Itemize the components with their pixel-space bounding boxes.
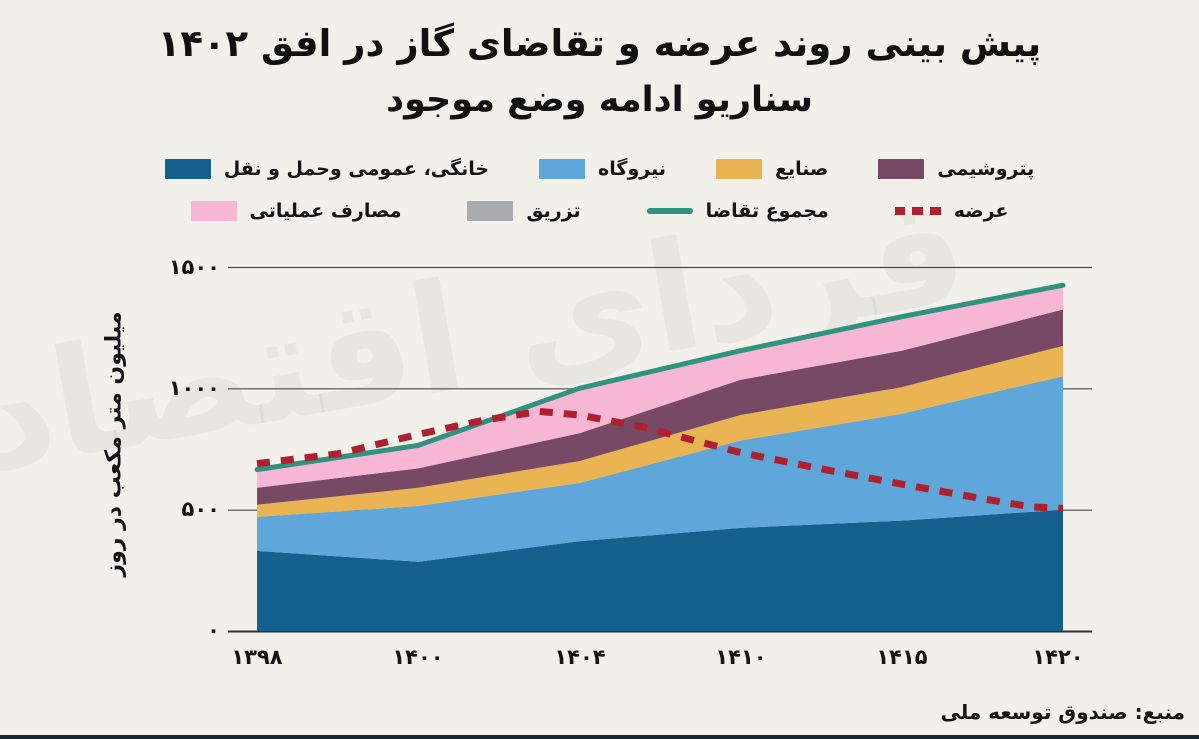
x-tick-1420: ۱۴۲۰ <box>1032 645 1084 669</box>
x-tick-1415: ۱۴۱۵ <box>876 645 928 669</box>
legend-item-powerplant: نیروگاه <box>539 158 666 180</box>
legend-row-1: خانگی، عمومی وحمل و نقل نیروگاه صنایع پت… <box>0 158 1199 180</box>
source-caption: منبع: صندوق توسعه ملی <box>940 700 1185 724</box>
x-tick-1410: ۱۴۱۰ <box>715 645 767 669</box>
legend-label-powerplant: نیروگاه <box>598 158 666 180</box>
legend-label-industries: صنایع <box>774 158 829 180</box>
legend-swatch-supply-dashes <box>894 201 941 221</box>
legend-label-injection: تزریق <box>526 200 581 222</box>
legend-item-household: خانگی، عمومی وحمل و نقل <box>164 158 490 180</box>
y-axis-title: میلیون متر مکعب در روز <box>101 311 127 577</box>
area-series-1 <box>257 376 1063 562</box>
legend-label-operational: مصارف عملیاتی <box>249 200 402 222</box>
area-series-3 <box>257 309 1063 505</box>
bottom-bar <box>0 735 1199 739</box>
legend-item-industries: صنایع <box>715 158 829 180</box>
area-series-0 <box>257 509 1063 631</box>
chart-title: پیش بینی روند عرضه و تقاضای گاز در افق ۱… <box>157 22 1042 65</box>
supply-dashed-line <box>256 407 1064 512</box>
legend-row-2: مصارف عملیاتی تزریق مجموع تقاضا عرضه <box>0 200 1199 222</box>
x-tick-1398: ۱۳۹۸ <box>231 645 283 669</box>
legend-label-petrochemical: پتروشیمی <box>937 158 1035 180</box>
legend-swatch-total-demand-line <box>646 208 693 214</box>
legend-item-injection: تزریق <box>467 200 581 222</box>
legend-swatch-injection <box>467 201 514 221</box>
x-tick-1404: ۱۴۰۴ <box>554 645 606 669</box>
area-series-4 <box>257 285 1063 488</box>
legend-swatch-operational <box>190 201 237 221</box>
legend-swatch-household <box>164 159 211 179</box>
legend-item-petrochemical: پتروشیمی <box>878 158 1034 180</box>
legend-label-supply: عرضه <box>953 200 1009 222</box>
legend-swatch-powerplant <box>539 159 586 179</box>
legend-item-supply: عرضه <box>894 200 1009 222</box>
legend-swatch-petrochemical <box>878 159 925 179</box>
y-tick-1000: ۱۰۰۰ <box>168 376 220 400</box>
area-series-2 <box>257 345 1063 517</box>
y-tick-1500: ۱۵۰۰ <box>168 255 220 279</box>
x-tick-1400: ۱۴۰۰ <box>392 645 444 669</box>
total-demand-line <box>254 282 1066 473</box>
legend-label-total-demand: مجموع تقاضا <box>705 200 829 222</box>
legend-label-household: خانگی، عمومی وحمل و نقل <box>223 158 490 180</box>
legend-item-total-demand: مجموع تقاضا <box>646 200 829 222</box>
chart-subtitle: سناریو ادامه وضع موجود <box>386 80 813 120</box>
y-tick-500: ۵۰۰ <box>181 497 220 521</box>
y-tick-0: ۰ <box>207 618 220 642</box>
legend-item-operational: مصارف عملیاتی <box>190 200 402 222</box>
legend-swatch-industries <box>715 159 762 179</box>
